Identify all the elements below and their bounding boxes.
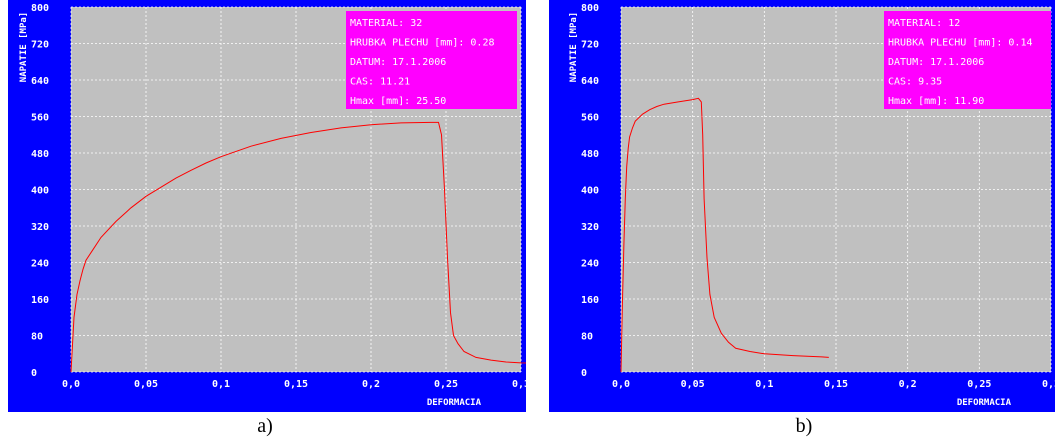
caption-a: a) [257, 415, 273, 437]
y-tick-label: 720 [31, 40, 49, 51]
y-tick-label: 800 [31, 3, 49, 14]
caption-b: b) [795, 415, 813, 437]
info-datum: DATUM: 17.1.2006 [350, 57, 446, 68]
info-box [346, 11, 517, 109]
x-tick-label: 0,2 [362, 379, 380, 390]
y-tick-label: 160 [31, 295, 49, 306]
info-hmax: Hmax [mm]: 25.50 [350, 96, 446, 107]
y-axis-label: NAPATIE [MPa] [19, 12, 29, 82]
x-tick-label: 0,1 [755, 379, 773, 390]
info-hrubka: HRUBKA PLECHU [mm]: 0.28 [350, 38, 495, 49]
y-tick-label: 560 [581, 113, 599, 124]
y-tick-label: 160 [581, 295, 599, 306]
info-material: MATERIAL: 12 [888, 18, 960, 29]
x-tick-label: 0,25 [434, 379, 458, 390]
x-tick-label: 0,3 [1042, 379, 1055, 390]
y-tick-label: 400 [581, 186, 599, 197]
x-tick-label: 0,15 [824, 379, 848, 390]
x-tick-label: 0,3 [512, 379, 526, 390]
y-tick-label: 320 [581, 222, 599, 233]
x-axis-label: DEFORMACIA [957, 398, 1012, 408]
y-tick-label: 0 [581, 368, 587, 379]
x-tick-label: 0,2 [899, 379, 917, 390]
info-datum: DATUM: 17.1.2006 [888, 57, 984, 68]
y-tick-label: 80 [581, 332, 593, 343]
y-tick-label: 480 [581, 149, 599, 160]
series-line [70, 121, 526, 373]
y-tick-label: 240 [31, 259, 49, 270]
chart-a: 0 80 160 240 320 400 480 560 640 720 800 0,0 0,05 0,1… [8, 0, 526, 412]
chart-b: 0 80 160 240 320 400 480 560 640 720 800 0,0 0,05 0,1… [549, 0, 1055, 412]
series-line [620, 97, 829, 373]
y-tick-label: 320 [31, 222, 49, 233]
x-tick-label: 0,0 [612, 379, 630, 390]
y-axis-label: NAPATIE [MPa] [569, 12, 579, 82]
x-tick-label: 0,1 [212, 379, 230, 390]
chart-panel-b: 0 80 160 240 320 400 480 560 640 720 800 0,0 0,05 0,1… [549, 0, 1055, 412]
x-tick-label: 0,05 [134, 379, 158, 390]
y-tick-label: 800 [581, 3, 599, 14]
y-tick-label: 80 [31, 332, 43, 343]
y-tick-label: 0 [31, 368, 37, 379]
y-tick-label: 720 [581, 40, 599, 51]
y-tick-label: 240 [581, 259, 599, 270]
info-hmax: Hmax [mm]: 11.90 [888, 96, 984, 107]
x-tick-label: 0,05 [681, 379, 705, 390]
y-tick-label: 560 [31, 113, 49, 124]
info-cas: CAS: 9.35 [888, 77, 942, 88]
info-material: MATERIAL: 32 [350, 18, 422, 29]
x-tick-label: 0,0 [62, 379, 80, 390]
y-tick-label: 400 [31, 186, 49, 197]
y-tick-label: 640 [31, 76, 49, 87]
chart-panel-a: 0 80 160 240 320 400 480 560 640 720 800 0,0 0,05 0,1… [8, 0, 526, 412]
info-hrubka: HRUBKA PLECHU [mm]: 0.14 [888, 38, 1033, 49]
x-axis-label: DEFORMACIA [427, 398, 482, 408]
x-tick-label: 0,15 [284, 379, 308, 390]
info-box [884, 11, 1051, 109]
y-tick-label: 640 [581, 76, 599, 87]
x-tick-label: 0,25 [967, 379, 991, 390]
y-tick-label: 480 [31, 149, 49, 160]
info-cas: CAS: 11.21 [350, 77, 410, 88]
